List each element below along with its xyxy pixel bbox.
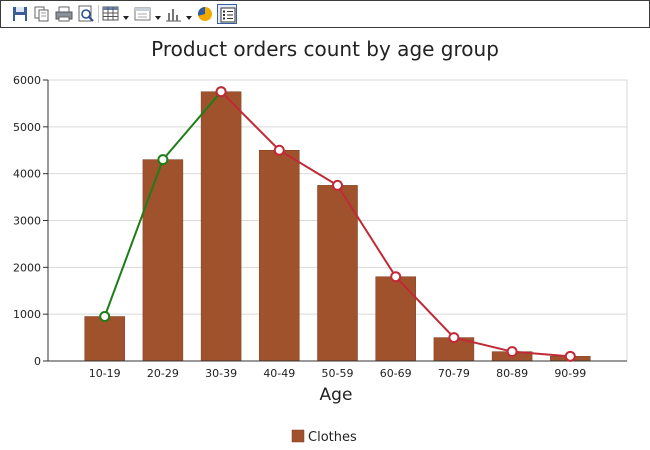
data-grid-button[interactable]: [101, 4, 121, 24]
toolbar-separator: [98, 5, 99, 23]
chart: Product orders count by age group 0 1000 2…: [13, 37, 628, 445]
print-preview-icon: [78, 5, 94, 22]
view-options-button[interactable]: [133, 4, 153, 24]
line-point-40-49: [273, 144, 285, 156]
chart-type-icon: [166, 9, 181, 22]
y-tick-label: 3000: [13, 215, 41, 228]
chart-title: Product orders count by age group: [151, 37, 499, 61]
x-tick-label: 30-39: [205, 367, 237, 380]
chart-type-button[interactable]: [164, 4, 184, 24]
trend-lines: [99, 86, 576, 362]
copy-button[interactable]: [32, 4, 52, 24]
y-tick-label: 6000: [13, 74, 41, 87]
print-button[interactable]: [54, 4, 74, 24]
chart-color-icon: [197, 6, 212, 21]
line-point-80-89: [506, 346, 518, 358]
bar-60-69: [375, 276, 416, 362]
legend-toggle-button[interactable]: [217, 4, 237, 24]
dropdown-arrow-icon[interactable]: [186, 16, 192, 20]
legend-swatch: [291, 429, 305, 443]
y-tick-label: 5000: [13, 121, 41, 134]
axes: 0 1000 2000 3000 4000 5000 6000 10-19 20-29 30-39…: [13, 74, 627, 380]
toolbar: [0, 0, 650, 28]
x-tick-label: 40-49: [263, 367, 295, 380]
copy-icon: [34, 6, 49, 22]
x-tick-label: 50-59: [322, 367, 354, 380]
legend: Clothes: [291, 429, 357, 445]
line-point-10-19: [99, 311, 111, 323]
x-tick-label: 20-29: [147, 367, 179, 380]
dropdown-arrow-icon[interactable]: [155, 16, 161, 20]
bar-20-29: [142, 159, 184, 362]
y-tick-label: 4000: [13, 168, 41, 181]
line-point-90-99: [564, 350, 576, 362]
line-point-50-59: [332, 179, 343, 191]
save-icon: [13, 7, 27, 21]
x-tick-label: 90-99: [554, 367, 586, 380]
print-preview-button[interactable]: [76, 4, 96, 24]
chart-color-button[interactable]: [195, 4, 215, 24]
line-point-30-39: [215, 86, 227, 98]
legend-label: Clothes: [308, 430, 357, 445]
bar-10-19: [84, 316, 125, 362]
legend-toggle-icon: [220, 7, 236, 23]
line-point-70-79: [448, 332, 460, 344]
save-button[interactable]: [10, 4, 30, 24]
print-icon: [55, 6, 73, 22]
line-point-20-29: [157, 154, 169, 166]
view-options-icon: [134, 7, 151, 21]
x-tick-label: 80-89: [496, 367, 528, 380]
line-point-60-69: [390, 271, 402, 283]
bars: [84, 91, 591, 362]
x-tick-label: 60-69: [380, 367, 412, 380]
y-tick-label: 2000: [13, 261, 41, 274]
bar-40-49: [259, 150, 300, 362]
dropdown-arrow-icon[interactable]: [123, 16, 129, 20]
y-tick-label: 1000: [13, 308, 41, 321]
x-tick-label: 70-79: [438, 367, 470, 380]
x-axis-title: Age: [320, 385, 353, 405]
bar-30-39: [200, 91, 242, 362]
y-tick-label: 0: [34, 355, 41, 368]
x-tick-label: 10-19: [89, 367, 121, 380]
data-grid-icon: [102, 6, 119, 21]
bar-50-59: [317, 185, 358, 362]
